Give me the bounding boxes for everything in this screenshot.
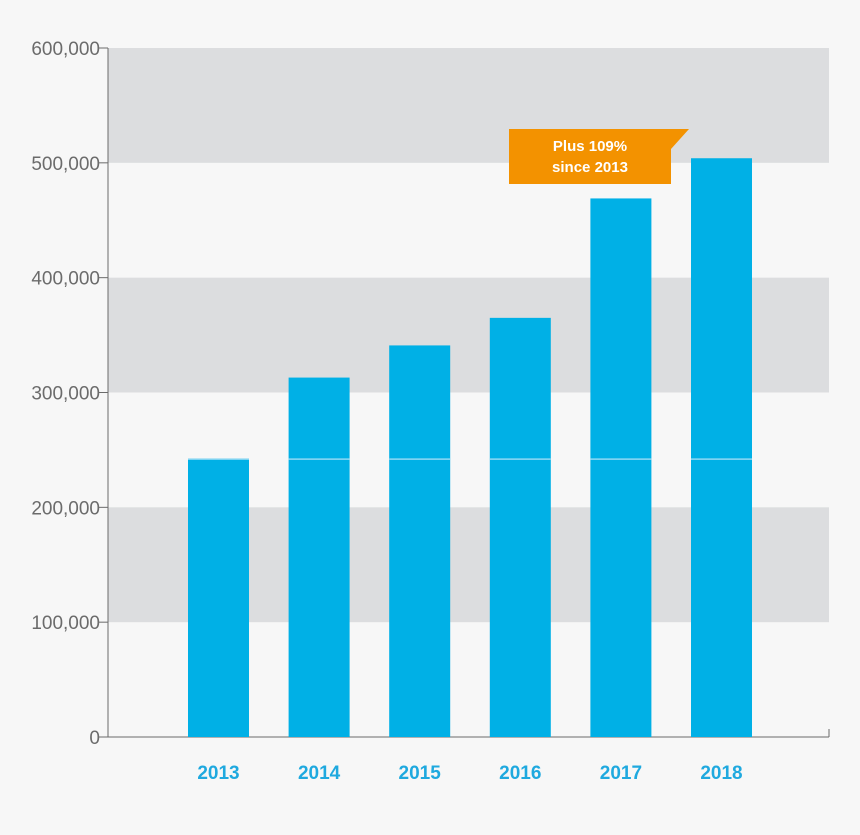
bars: [188, 158, 752, 738]
bar-2013: [188, 459, 249, 737]
callout-box: [509, 129, 689, 184]
y-tick-label: 500,000: [31, 154, 100, 175]
y-tick-label: 100,000: [31, 613, 100, 634]
y-axis-ticks: 0 100,000 200,000 300,000 400,000 500,000 600,…: [31, 39, 108, 749]
callout-line-1: Plus 109%: [553, 138, 627, 155]
x-label-2015: 2015: [399, 763, 442, 784]
bar-2014: [288, 377, 350, 737]
y-tick-label: 400,000: [31, 269, 100, 290]
x-label-2018: 2018: [700, 763, 742, 784]
bar-2017: [590, 198, 652, 738]
y-tick-label: 600,000: [31, 39, 100, 60]
y-tick-label: 300,000: [31, 384, 100, 405]
x-label-2016: 2016: [499, 763, 541, 784]
grid-band: [108, 48, 829, 163]
y-tick-label: 0: [89, 728, 100, 749]
x-axis-labels: 2013 2014 2015 2016 2017 2018: [197, 763, 742, 784]
x-label-2014: 2014: [298, 763, 341, 784]
x-label-2013: 2013: [197, 763, 239, 784]
bar-2018: [691, 158, 752, 738]
y-tick-label: 200,000: [31, 498, 100, 519]
x-label-2017: 2017: [600, 763, 642, 784]
callout-line-2: since 2013: [552, 159, 628, 176]
growth-callout: Plus 109% since 2013: [509, 129, 689, 184]
bar-2015: [389, 345, 451, 737]
bar-2016: [489, 317, 551, 737]
